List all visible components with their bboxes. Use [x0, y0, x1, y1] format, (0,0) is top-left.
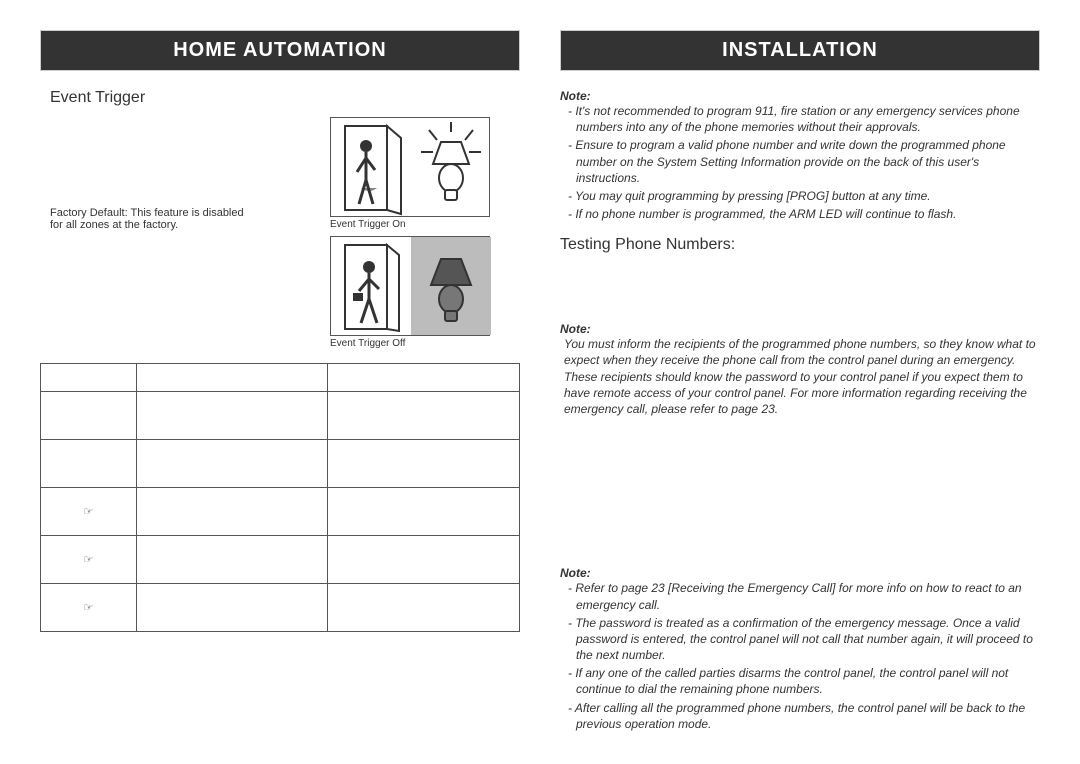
note3-line: - If any one of the called parties disar…	[564, 665, 1040, 697]
note2-body: You must inform the recipients of the pr…	[564, 336, 1040, 419]
event-trigger-title: Event Trigger	[50, 89, 520, 107]
lamp-off-icon	[411, 237, 491, 337]
note3-line: - After calling all the programmed phone…	[564, 700, 1040, 732]
table-row	[41, 364, 520, 392]
figure-stack: Event Trigger On	[330, 117, 490, 349]
figure-on: Event Trigger On	[330, 117, 490, 230]
note2-text: You must inform the recipients of the pr…	[564, 336, 1040, 417]
figure-on-caption: Event Trigger On	[330, 219, 490, 230]
right-banner: INSTALLATION	[560, 30, 1040, 71]
table-row	[41, 440, 520, 488]
right-column: INSTALLATION Note: - It's not recommende…	[560, 30, 1040, 734]
table-row: ☞	[41, 488, 520, 536]
spacer	[560, 419, 1040, 560]
left-column: HOME AUTOMATION Event Trigger Factory De…	[40, 30, 520, 734]
factory-default-note: Factory Default: This feature is disable…	[50, 207, 250, 231]
zone-table: ☞ ☞ ☞	[40, 363, 520, 632]
note1-line: - It's not recommended to program 911, f…	[564, 103, 1040, 135]
hand-pointer-icon: ☞	[83, 554, 93, 566]
door-person-leaving-icon	[331, 237, 411, 337]
testing-phone-title: Testing Phone Numbers:	[560, 236, 1040, 254]
hand-pointer-icon: ☞	[83, 506, 93, 518]
figure-off-caption: Event Trigger Off	[330, 338, 490, 349]
note3-line: - The password is treated as a confirmat…	[564, 615, 1040, 664]
note3-label: Note:	[560, 566, 1040, 580]
hand-pointer-icon: ☞	[83, 602, 93, 614]
note1-body: - It's not recommended to program 911, f…	[564, 103, 1040, 224]
spacer	[560, 264, 1040, 316]
note3-body: - Refer to page 23 [Receiving the Emerge…	[564, 580, 1040, 734]
note1-line: - If no phone number is programmed, the …	[564, 206, 1040, 222]
note1-label: Note:	[560, 89, 1040, 103]
note2-label: Note:	[560, 322, 1040, 336]
note1-line: - Ensure to program a valid phone number…	[564, 137, 1040, 186]
table-row: ☞	[41, 536, 520, 584]
table-row	[41, 392, 520, 440]
illustration-row: Factory Default: This feature is disable…	[40, 117, 520, 349]
note3-line: - Refer to page 23 [Receiving the Emerge…	[564, 580, 1040, 612]
note1-line: - You may quit programming by pressing […	[564, 188, 1040, 204]
left-banner: HOME AUTOMATION	[40, 30, 520, 71]
lamp-on-icon	[411, 118, 491, 218]
table-row: ☞	[41, 584, 520, 632]
figure-off: Event Trigger Off	[330, 236, 490, 349]
door-open-person-icon	[331, 118, 411, 218]
